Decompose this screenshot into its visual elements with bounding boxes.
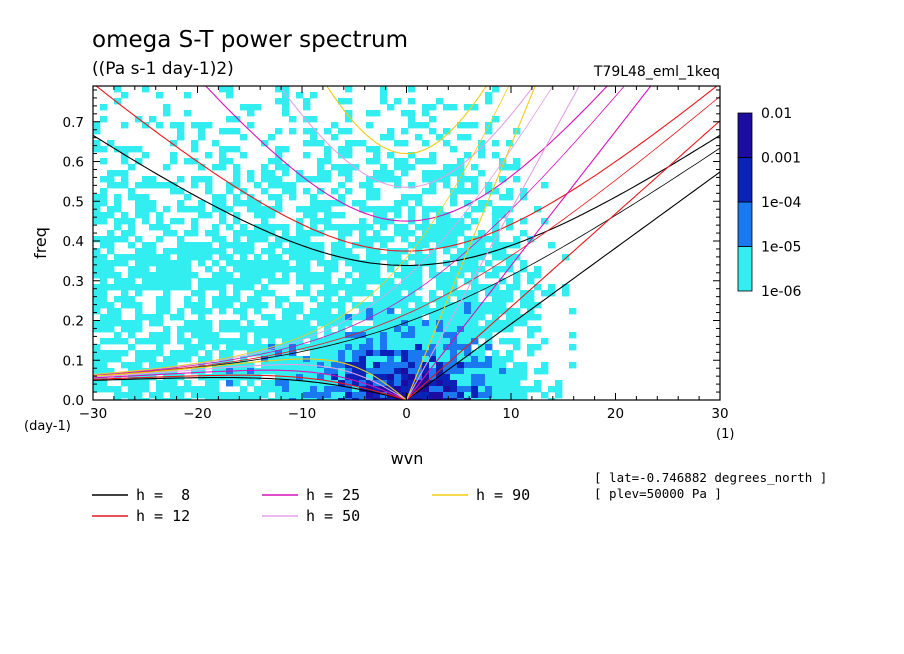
- inertio-gravity-h12: [95, 86, 718, 252]
- mixed-rossby-gravity-h90: [93, 86, 510, 375]
- inertio-gravity-h25: [204, 86, 608, 222]
- x-tick-label: 0: [402, 406, 411, 422]
- legend-label-h25: h = 25: [306, 486, 360, 504]
- experiment-label: T79L48_eml_1keq: [593, 64, 720, 80]
- legend-label-h50: h = 50: [306, 507, 360, 525]
- latitude-info: [ lat=-0.746882 degrees_north ]: [594, 470, 827, 485]
- y-axis-label: freq: [31, 227, 50, 259]
- mixed-rossby-gravity-h12: [93, 96, 720, 377]
- colorbar: 1e-06 1e-05 1e-04 0.001 0.01: [737, 106, 801, 300]
- y-tick-label: 0.1: [63, 353, 84, 369]
- dispersion-h25: [93, 86, 652, 400]
- colorbar-swatch: [737, 246, 753, 292]
- dispersion-h50: [93, 86, 580, 400]
- x-axis-label: wvn: [391, 449, 424, 468]
- x-tick-label: 20: [607, 406, 624, 422]
- legend: h = 8 h = 12 h = 25 h = 50 h = 90: [92, 486, 530, 525]
- rossby-wave-h12: [93, 374, 407, 400]
- kelvin-wave-h12: [406, 120, 720, 400]
- dispersion-h12: [93, 86, 720, 400]
- dispersion-curves: [93, 86, 720, 400]
- inertio-gravity-h8: [93, 134, 720, 267]
- rossby-wave-h8: [93, 377, 407, 400]
- y-tick-label: 0.4: [63, 234, 84, 250]
- colorbar-label: 0.01: [761, 106, 792, 122]
- kelvin-wave-h50: [406, 86, 580, 400]
- mixed-rossby-gravity-h25: [93, 86, 625, 376]
- colorbar-label: 1e-05: [761, 240, 801, 256]
- inertio-gravity-h90: [326, 86, 487, 155]
- mixed-rossby-gravity-h50: [93, 86, 554, 376]
- kelvin-wave-h25: [406, 86, 652, 400]
- colorbar-swatch: [737, 112, 753, 158]
- y-tick-labels: 0.0 0.1 0.2 0.3 0.4 0.5 0.6 0.7: [63, 115, 84, 409]
- rossby-wave-h90: [93, 358, 407, 400]
- pressure-level-info: [ plev=50000 Pa ]: [594, 486, 722, 501]
- colorbar-swatch: [737, 157, 753, 203]
- x-tick-label: −20: [183, 406, 212, 422]
- inertio-gravity-h50: [278, 86, 535, 188]
- chart-title: omega S-T power spectrum: [92, 27, 408, 53]
- legend-label-h12: h = 12: [136, 507, 190, 525]
- y-tick-label: 0.7: [63, 115, 84, 131]
- y-tick-label: 0.5: [63, 194, 84, 210]
- x-tick-label: 30: [711, 406, 728, 422]
- colorbar-label: 0.001: [761, 151, 801, 167]
- colorbar-label: 1e-06: [761, 284, 801, 300]
- x-tick-label: −10: [288, 406, 317, 422]
- kelvin-wave-h90: [405, 86, 536, 400]
- power-spectrum-field: [93, 86, 577, 400]
- y-tick-label: 0.0: [63, 393, 84, 409]
- axis-ticks: [92, 86, 721, 401]
- x-tick-label: 10: [502, 406, 519, 422]
- x-tick-label: −30: [79, 406, 108, 422]
- x-tick-labels: −30 −20 −10 0 10 20 30: [79, 406, 729, 422]
- x-unit-label: (1): [716, 427, 734, 442]
- kelvin-wave-h8: [406, 171, 720, 400]
- y-unit-label: (day-1): [24, 419, 71, 434]
- y-tick-label: 0.6: [63, 155, 84, 171]
- rossby-wave-h50: [93, 364, 407, 400]
- chart-units: ((Pa s-1 day-1)2): [92, 59, 234, 79]
- dispersion-h8: [93, 134, 720, 400]
- rossby-wave-h25: [93, 369, 407, 400]
- dispersion-h90: [93, 86, 536, 400]
- colorbar-label: 1e-04: [761, 195, 801, 211]
- colorbar-swatch: [737, 201, 753, 247]
- legend-label-h8: h = 8: [136, 486, 190, 504]
- y-tick-label: 0.3: [63, 274, 84, 290]
- y-tick-label: 0.2: [63, 314, 84, 330]
- legend-label-h90: h = 90: [476, 486, 530, 504]
